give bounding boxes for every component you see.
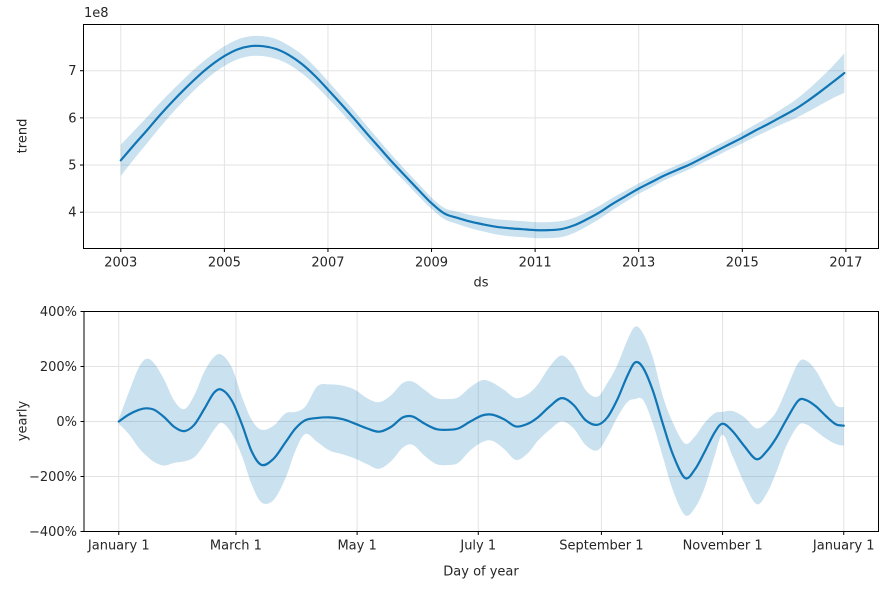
x-tick-label: January 1 — [812, 539, 875, 554]
trend-component-spines — [83, 24, 879, 249]
x-tick-label: May 1 — [337, 539, 376, 554]
x-tick-label: September 1 — [559, 539, 643, 554]
x-tick-label: 2009 — [415, 256, 448, 271]
x-tick-label: 2005 — [208, 256, 241, 271]
x-tick-label: 2017 — [829, 256, 862, 271]
trend-line — [119, 44, 846, 232]
x-tick-label: January 1 — [87, 539, 150, 554]
x-tick-label: 2003 — [104, 256, 137, 271]
y-tick-label: 4 — [68, 206, 76, 221]
trend-ylabel: trend — [15, 118, 31, 154]
trend-component-axes: 2003 2005 2007 2009 2011 2013 2015 2017 4 5 6 7 — [68, 24, 879, 271]
day-of-year-xlabel: Day of year — [443, 564, 519, 580]
ds-xlabel: ds — [473, 275, 489, 291]
x-tick-label: 2011 — [519, 256, 552, 271]
trend-axis-offset-text: 1e8 — [84, 6, 109, 21]
x-tick-label: 2007 — [311, 256, 344, 271]
x-tick-label: 2013 — [622, 256, 655, 271]
y-tick-label: 0% — [56, 415, 77, 430]
yearly-uncertainty-band — [118, 326, 844, 516]
y-tick-label: 200% — [40, 360, 77, 375]
y-tick-label: 400% — [40, 305, 77, 320]
y-tick-label: 6 — [68, 111, 76, 126]
y-tick-label: −200% — [29, 470, 77, 485]
y-tick-label: 5 — [68, 159, 76, 174]
y-tick-label: −400% — [29, 525, 77, 540]
yearly-seasonality-component-axes: January 1 March 1 May 1 July 1 September 1 No… — [29, 305, 879, 554]
y-tick-label: 7 — [68, 64, 76, 79]
yearly-line — [117, 360, 845, 480]
x-tick-label: 2015 — [726, 256, 759, 271]
x-tick-label: November 1 — [683, 539, 763, 554]
x-tick-label: July 1 — [459, 539, 496, 554]
yearly-ylabel: yearly — [15, 400, 31, 442]
x-tick-label: March 1 — [210, 539, 262, 554]
trend-uncertainty-band — [120, 35, 845, 239]
